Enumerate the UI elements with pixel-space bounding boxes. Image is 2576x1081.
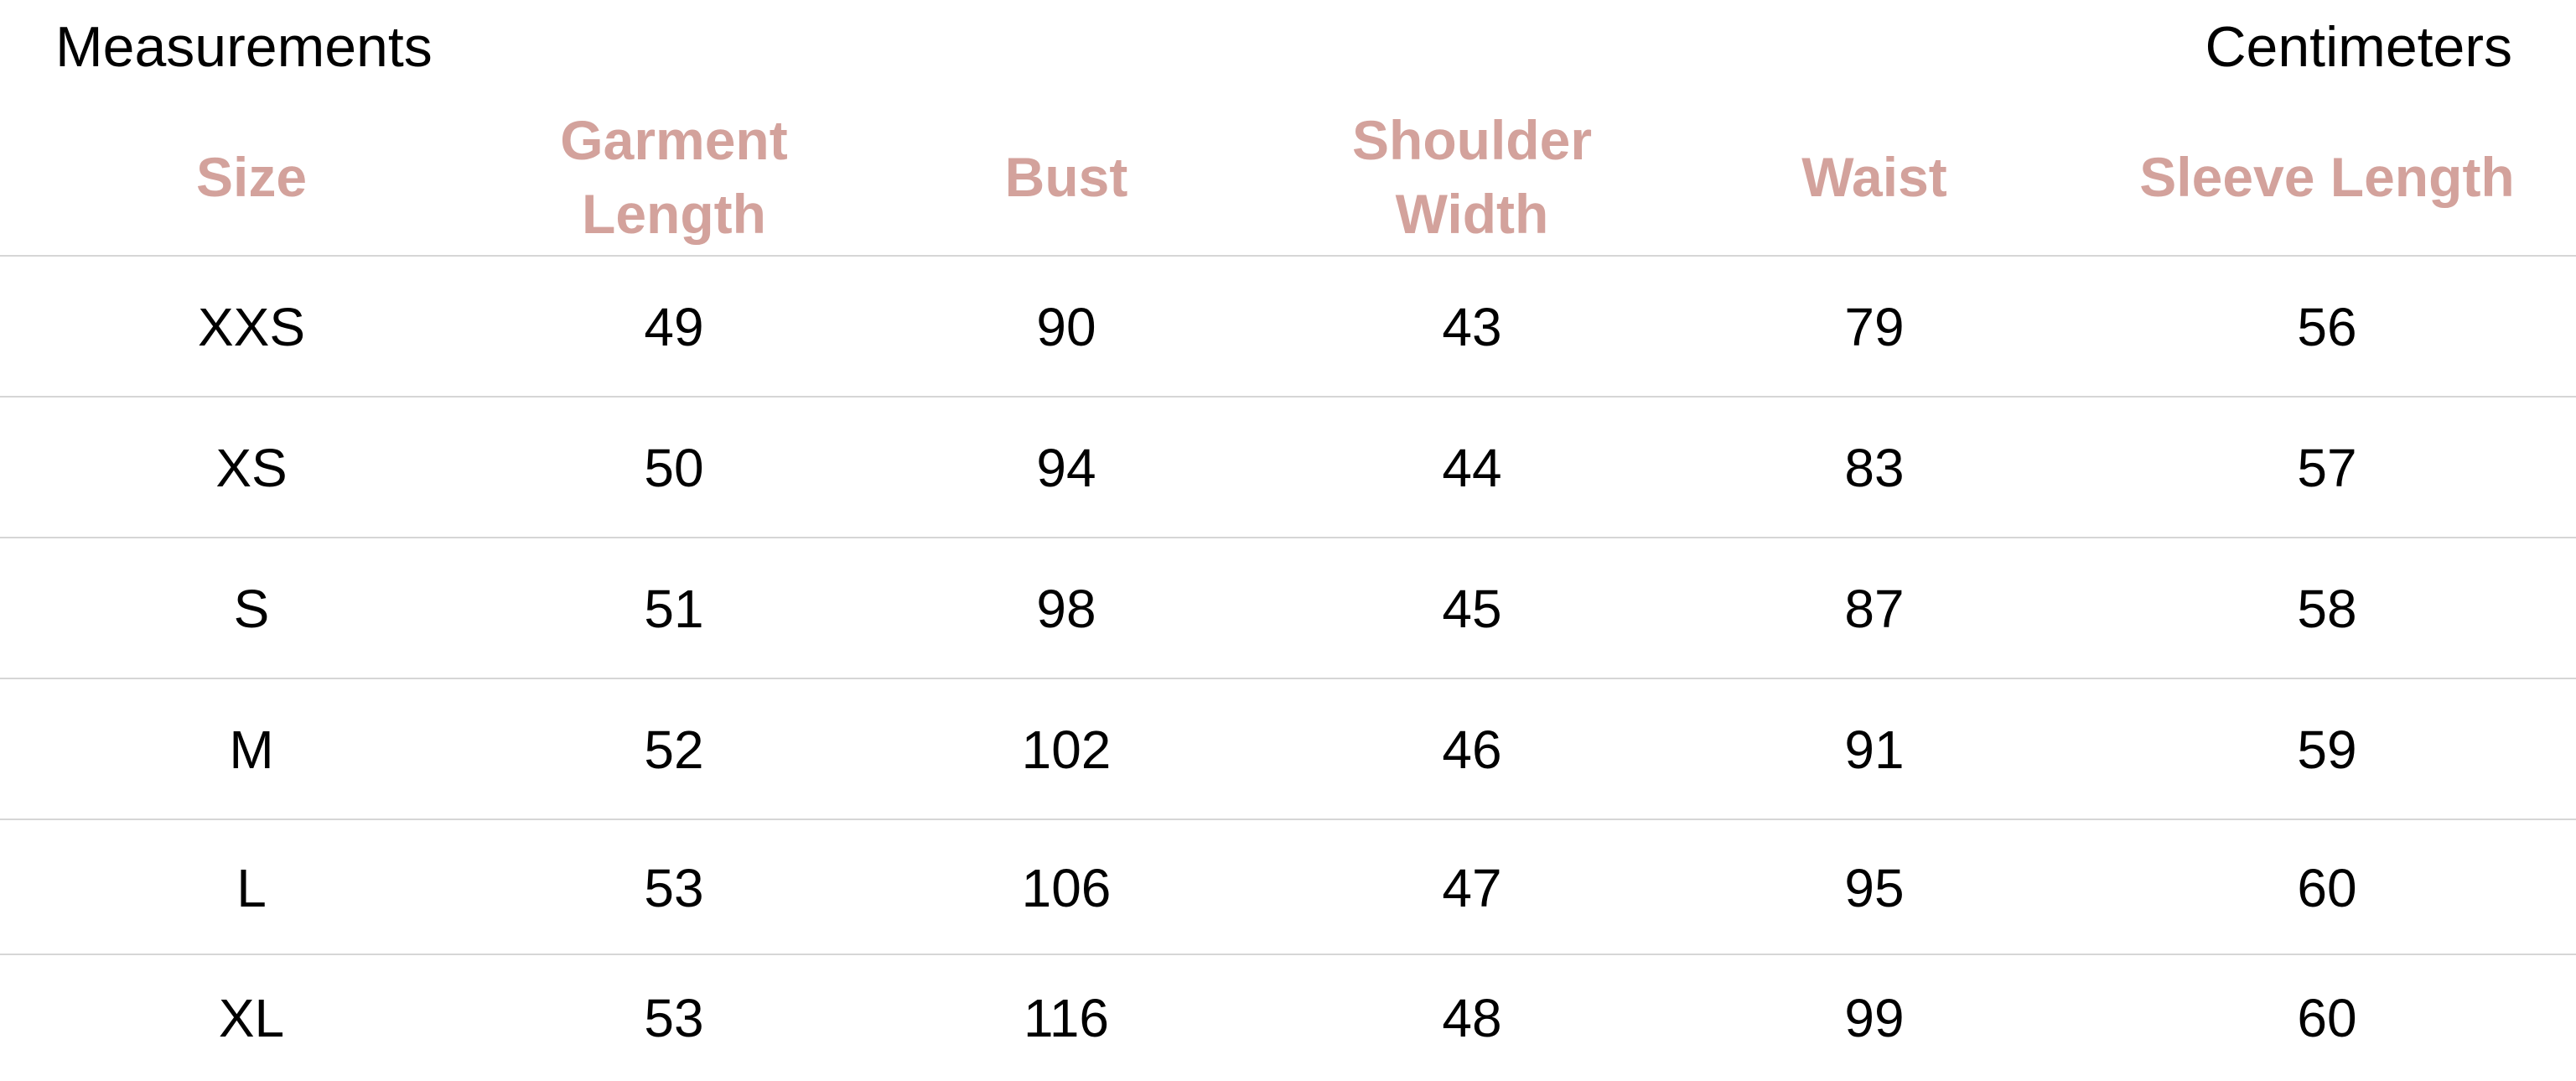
- column-header: Waist: [1801, 146, 1947, 208]
- table-row: XS 50 94 44 83 57: [0, 396, 2576, 538]
- table-row: S 51 98 45 87 58: [0, 537, 2576, 679]
- table-header: Size Garment Length Bust Shoulder Width Waist S…: [0, 99, 2576, 255]
- value-cell: 57: [2297, 438, 2357, 498]
- value-cell: 43: [1442, 297, 1502, 357]
- table-row: XXS 49 90 43 79 56: [0, 255, 2576, 398]
- size-cell: M: [229, 720, 274, 780]
- column-header: Bust: [1004, 146, 1128, 208]
- value-cell: 90: [1036, 297, 1096, 357]
- size-cell: L: [236, 857, 267, 918]
- value-cell: 47: [1442, 857, 1502, 918]
- column-header: Shoulder Width: [1351, 109, 1593, 245]
- table-row: XL 53 116 48 99 60: [0, 954, 2576, 1081]
- value-cell: 44: [1442, 438, 1502, 498]
- value-cell: 60: [2297, 857, 2357, 918]
- size-cell: XXS: [197, 297, 306, 357]
- size-cell: XS: [215, 438, 288, 498]
- column-header: Sleeve Length: [2139, 146, 2515, 208]
- title: Measurements: [55, 15, 433, 79]
- value-cell: 53: [644, 857, 704, 918]
- value-cell: 95: [1844, 857, 1905, 918]
- value-cell: 116: [1023, 988, 1110, 1048]
- value-cell: 48: [1442, 988, 1502, 1048]
- value-cell: 60: [2297, 988, 2357, 1048]
- value-cell: 87: [1844, 579, 1905, 639]
- value-cell: 98: [1036, 579, 1096, 639]
- value-cell: 45: [1442, 579, 1502, 639]
- table-row: M 52 102 46 91 59: [0, 678, 2576, 820]
- value-cell: 46: [1442, 720, 1502, 780]
- value-cell: 56: [2297, 297, 2357, 357]
- value-cell: 106: [1021, 857, 1112, 918]
- column-header: Size: [195, 146, 308, 208]
- value-cell: 83: [1844, 438, 1905, 498]
- value-cell: 99: [1844, 988, 1905, 1048]
- value-cell: 59: [2297, 720, 2357, 780]
- unit-label: Centimeters: [2205, 15, 2512, 79]
- value-cell: 94: [1036, 438, 1096, 498]
- value-cell: 58: [2297, 579, 2357, 639]
- size-cell: XL: [218, 988, 285, 1048]
- value-cell: 91: [1844, 720, 1905, 780]
- value-cell: 50: [644, 438, 704, 498]
- table-row: L 53 106 47 95 60: [0, 819, 2576, 955]
- column-header: Garment Length: [560, 109, 788, 245]
- value-cell: 49: [644, 297, 704, 357]
- value-cell: 51: [644, 579, 704, 639]
- value-cell: 79: [1844, 297, 1905, 357]
- size-cell: S: [233, 579, 270, 639]
- value-cell: 102: [1021, 720, 1112, 780]
- value-cell: 53: [644, 988, 704, 1048]
- value-cell: 52: [644, 720, 704, 780]
